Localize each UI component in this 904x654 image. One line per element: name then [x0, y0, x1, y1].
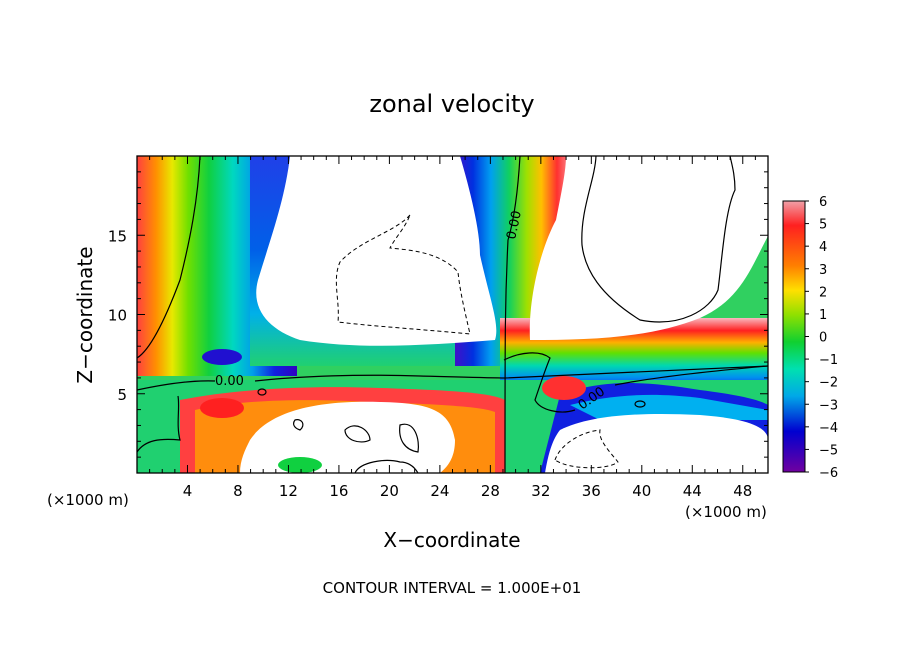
x-tick-label: 8	[233, 482, 243, 500]
colorbar-tick-label: 2	[819, 285, 827, 300]
x-tick-label: 24	[430, 482, 449, 500]
y-tick-label: 5	[117, 386, 127, 404]
x-unit-label-left: (×1000 m)	[47, 491, 129, 509]
colorbar-tick-label: 6	[819, 195, 827, 210]
x-tick-label: 28	[481, 482, 500, 500]
contour-lines	[137, 156, 768, 473]
x-tick-label: 36	[582, 482, 601, 500]
contour-interval-note: CONTOUR INTERVAL = 1.000E+01	[323, 579, 582, 597]
colorbar-tick-label: −5	[819, 443, 838, 458]
y-tick-label: 15	[108, 227, 127, 245]
colorbar-tick-label: 1	[819, 308, 827, 323]
colorbar-tick-label: 3	[819, 263, 827, 278]
colorbar-tick-label: −4	[819, 421, 838, 436]
dashed-contours	[335, 214, 619, 469]
x-tick-label: 12	[279, 482, 298, 500]
x-unit-label-right: (×1000 m)	[685, 503, 767, 521]
colorbar-tick-label: −1	[819, 353, 838, 368]
x-tick-label: 32	[531, 482, 550, 500]
x-tick-label: 48	[733, 482, 752, 500]
colorbar-tick-label: −2	[819, 376, 838, 391]
x-tick-label: 16	[329, 482, 348, 500]
colorbar-tick-label: −3	[819, 398, 838, 413]
colorbar-tick-label: −6	[819, 466, 838, 481]
chart-title: zonal velocity	[369, 90, 534, 118]
velocity-field	[137, 156, 768, 473]
colorbar-ticks: 6 5 4 3 2 1 0 −1 −2 −3 −4 −5 −6	[805, 195, 838, 481]
y-tick-label: 10	[108, 307, 127, 325]
y-axis-label: Z−coordinate	[73, 246, 97, 383]
contour-label-1: 0.00	[504, 209, 525, 240]
colorbar-tick-label: 0	[819, 331, 827, 346]
x-tick-label: 44	[683, 482, 702, 500]
x-tick-label: 4	[183, 482, 193, 500]
x-axis-ticks: 4 8 12 16 20 24 28 32 36 40 44 48	[149, 156, 756, 500]
y-axis-ticks: 5 10 15	[108, 171, 768, 458]
contour-label-2: 0.00	[215, 374, 244, 389]
x-tick-label: 40	[632, 482, 651, 500]
colorbar-tick-label: 4	[819, 240, 827, 255]
x-tick-label: 20	[380, 482, 399, 500]
colorbar	[782, 200, 806, 473]
x-axis-label: X−coordinate	[383, 528, 520, 552]
colorbar-tick-label: 5	[819, 218, 827, 233]
